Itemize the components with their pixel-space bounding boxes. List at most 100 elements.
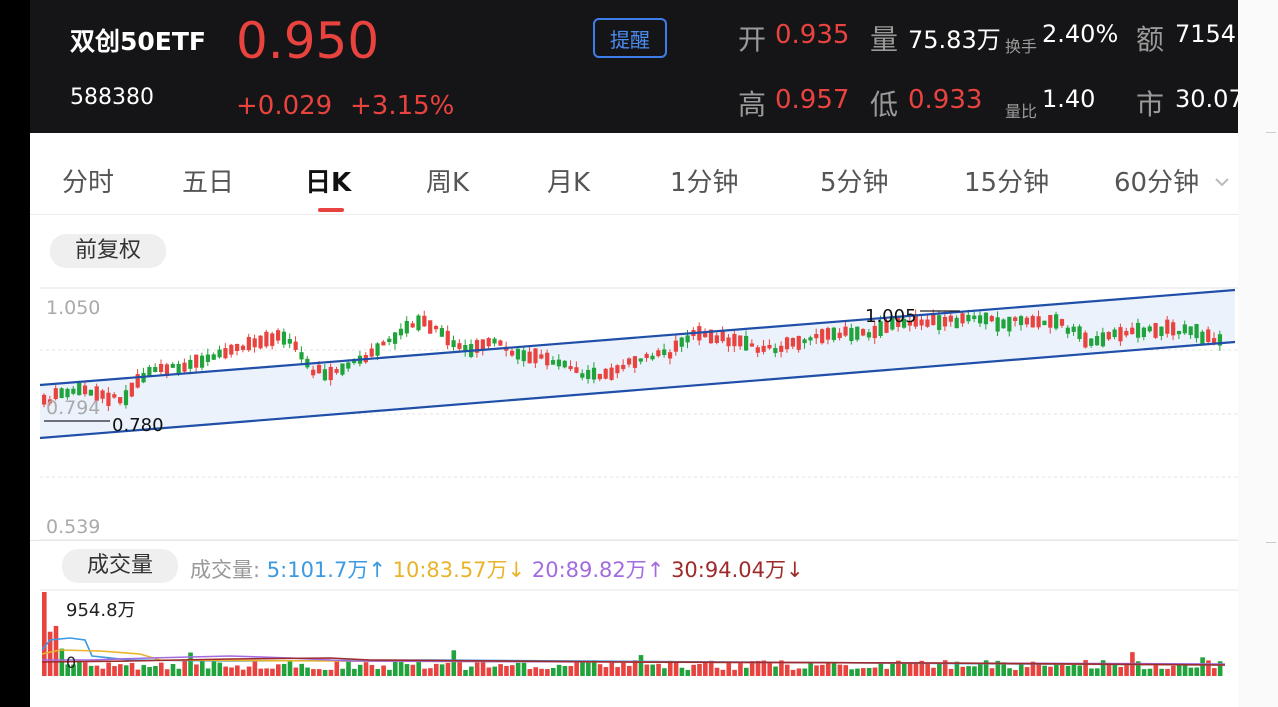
volume-bar [808, 661, 813, 676]
volume-bar [381, 665, 386, 676]
tab-5min[interactable]: 5分钟 [820, 168, 889, 198]
volume-bar [673, 662, 679, 676]
volume-bar [1124, 664, 1129, 676]
alert-button[interactable]: 提醒 [593, 18, 667, 58]
market-cap-label: 市 [1136, 88, 1165, 121]
amount-value: 7154 [1175, 20, 1237, 48]
volume-bar [334, 660, 340, 676]
candle-body [463, 345, 468, 352]
tab-15min[interactable]: 15分钟 [964, 168, 1050, 198]
volume-bar [937, 663, 942, 676]
tab-1min[interactable]: 1分钟 [670, 168, 739, 198]
candle-body [925, 319, 930, 327]
candle-body [954, 317, 959, 329]
volume-bar [580, 660, 585, 676]
trend-channel-upper[interactable] [39, 288, 1236, 387]
volume-bar [457, 662, 462, 676]
trend-channel-lower[interactable] [39, 340, 1236, 440]
candle-body [393, 332, 398, 344]
candle-body [849, 328, 854, 341]
tab-60min[interactable]: 60分钟 [1114, 168, 1200, 198]
volume-bar [732, 669, 737, 676]
volume-bar [1200, 657, 1205, 676]
candle-body [784, 337, 790, 350]
vol-ratio-label: 量比 [1005, 102, 1038, 121]
volume-bar [258, 668, 264, 676]
tab-monthly-k[interactable]: 月K [547, 168, 591, 198]
candle-body [662, 349, 667, 355]
volume-bar [211, 660, 217, 676]
candle-body [369, 348, 374, 357]
volume-bar [1135, 661, 1141, 676]
vol-ratio-value: 1.40 [1042, 85, 1096, 113]
candle-body [779, 345, 784, 352]
tab-weekly-k[interactable]: 周K [426, 168, 470, 198]
adjust-button[interactable]: 前复权 [50, 234, 166, 268]
volume-bar [1024, 667, 1030, 676]
candle-body [1124, 331, 1129, 336]
candle-body [1171, 322, 1176, 336]
candle-body [88, 389, 93, 396]
volume-bar [515, 662, 521, 676]
tab-daily-k[interactable]: 日K [305, 168, 352, 198]
volume-bar [697, 663, 702, 676]
volume-bar [469, 666, 474, 676]
volume-bar [925, 662, 930, 676]
chevron-down-icon[interactable] [1214, 176, 1230, 188]
tab-intraday[interactable]: 分时 [62, 168, 115, 198]
candle-body [966, 314, 971, 322]
candle-body [790, 337, 795, 347]
candle-body [586, 369, 591, 380]
candle-body [937, 315, 942, 330]
volume-bar [539, 668, 544, 676]
volume-bar [311, 669, 316, 676]
candle-body [749, 343, 755, 347]
candle-body [1118, 327, 1123, 342]
volume-bar [276, 664, 281, 676]
candle-body [872, 325, 877, 339]
candle-body [299, 352, 304, 360]
right-edge-panel [1238, 0, 1278, 707]
candlestick-chart[interactable]: 1.050 0.794 0.539 0.780 1.005 [30, 280, 1238, 545]
candle-body [861, 329, 866, 336]
candle-body [340, 363, 345, 375]
candle-body [1054, 314, 1059, 329]
ma30-value: 30:94.04万 [671, 558, 786, 582]
candle-body [995, 317, 1000, 332]
candle-body [1165, 319, 1170, 334]
volume-indicator-button[interactable]: 成交量 [62, 549, 178, 583]
volume-bars-group [42, 592, 1223, 676]
high-value: 0.957 [775, 85, 850, 115]
volume-bar [1013, 669, 1018, 676]
volume-bar [1095, 668, 1100, 676]
volume-bar [474, 662, 480, 676]
volume-bar [123, 665, 129, 676]
candle-body [451, 340, 456, 348]
y-axis-bottom-label: 0.539 [46, 516, 100, 538]
candle-body [1135, 322, 1141, 338]
candle-body [597, 373, 602, 380]
volume-bar [1159, 668, 1164, 676]
volume-bar [1042, 665, 1047, 676]
volume-ma30-line [41, 657, 1226, 666]
volume-bar [738, 662, 743, 676]
tab-five-day[interactable]: 五日 [182, 168, 235, 198]
candle-body [1153, 323, 1158, 338]
candle-body [673, 340, 678, 352]
volume-bar [1182, 665, 1188, 676]
candle-body [182, 362, 187, 372]
candle-body [942, 316, 948, 327]
volume-bar [983, 660, 989, 676]
candle-body [439, 328, 444, 337]
candle-body [235, 343, 240, 351]
candle-body [1083, 332, 1088, 348]
candle-body [404, 320, 409, 334]
candle-body [159, 363, 164, 372]
volume-bar [907, 663, 913, 676]
candle-body [1036, 316, 1041, 328]
security-name: 双创50ETF [70, 27, 206, 56]
candle-body [907, 321, 912, 326]
volume-bar [188, 652, 193, 676]
quote-header: 双创50ETF 588380 0.950 +0.029 +3.15% 提醒 开 … [30, 0, 1238, 133]
volume-chart[interactable]: 954.8万 0 [30, 588, 1238, 680]
